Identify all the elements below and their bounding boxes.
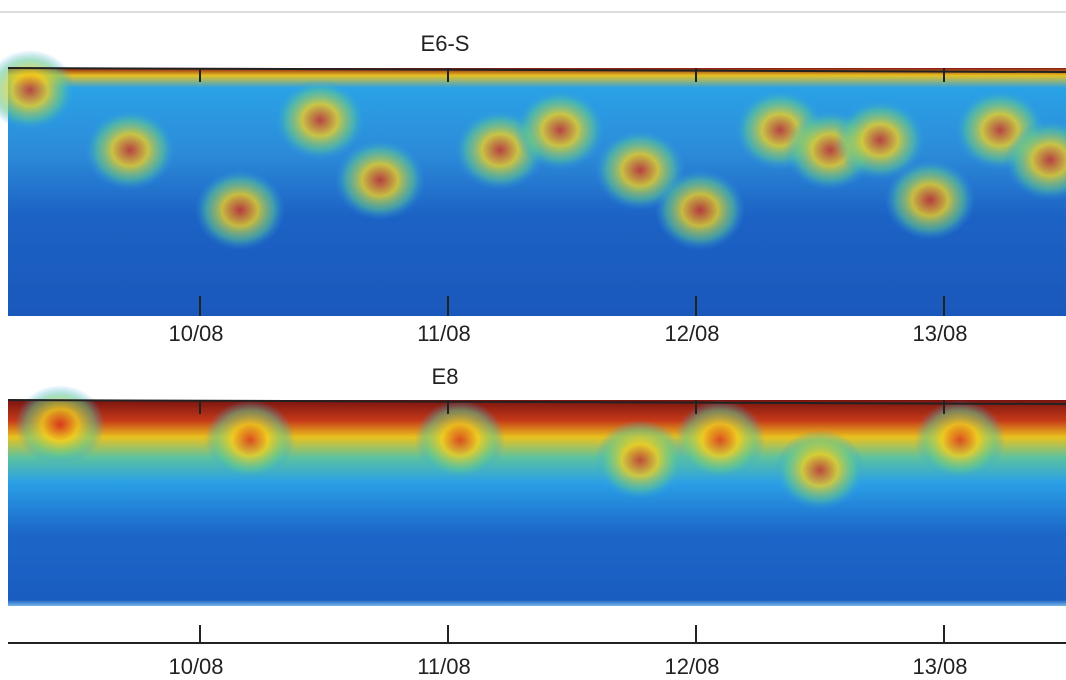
x-tick-label: 12/08 <box>664 321 719 346</box>
heatmap-texture <box>675 400 765 480</box>
heatmap-texture <box>915 400 1005 480</box>
panel-title: E8 <box>432 364 459 389</box>
heatmap-texture <box>515 90 605 170</box>
x-tick-label: 13/08 <box>912 654 967 679</box>
heatmap-texture <box>15 385 105 465</box>
heatmap-field <box>8 400 1066 606</box>
heatmap-texture <box>335 140 425 220</box>
heatmap-texture <box>85 110 175 190</box>
heatmap-texture <box>415 400 505 480</box>
heatmap-texture <box>655 170 745 250</box>
panel-top-edge <box>7 67 1066 73</box>
heatmap-texture <box>885 160 975 240</box>
heatmap-texture <box>835 100 925 180</box>
x-tick-label: 11/08 <box>417 321 470 346</box>
heatmap-texture <box>1005 120 1066 200</box>
x-tick-label: 10/08 <box>168 654 223 679</box>
panel-title: E6-S <box>421 31 470 56</box>
x-tick-label: 12/08 <box>664 654 719 679</box>
heatmap-texture <box>195 170 285 250</box>
heatmap-texture <box>775 430 865 510</box>
heatmap-texture <box>595 420 685 500</box>
x-tick-label: 11/08 <box>417 654 470 679</box>
x-tick-label: 10/08 <box>168 321 223 346</box>
x-tick-label: 13/08 <box>912 321 967 346</box>
heatmap-texture <box>0 50 75 130</box>
panel-top-edge <box>7 399 1066 405</box>
heatmap-texture <box>275 80 365 160</box>
heatmap-texture <box>205 400 295 480</box>
